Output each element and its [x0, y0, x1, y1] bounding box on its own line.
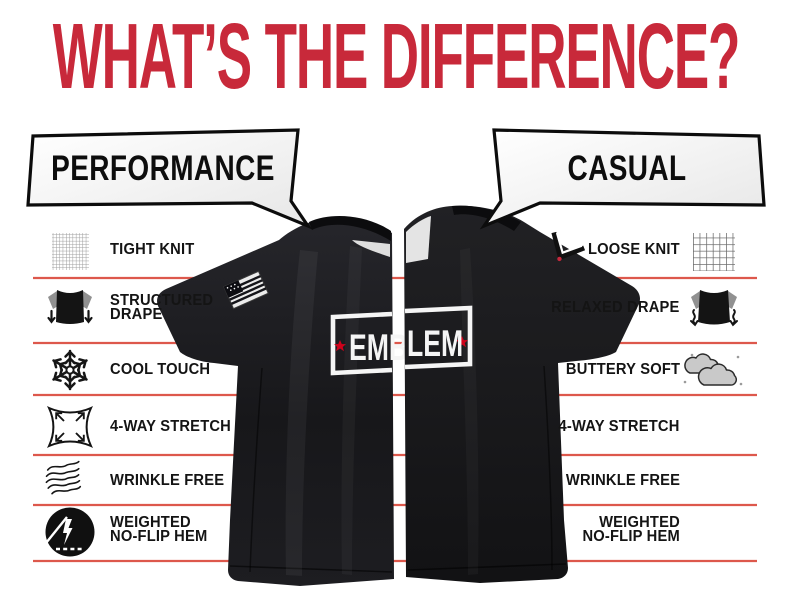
split-shirt-photo: EMB LEM: [157, 205, 640, 586]
casual-header: CASUAL: [567, 149, 687, 188]
relaxed-drape-shirt-icon: [690, 290, 738, 327]
logo-text-left: EMB: [349, 327, 408, 368]
emblem-logo-box-right: [404, 305, 473, 370]
performance-header: PERFORMANCE: [51, 149, 275, 188]
feature-label-loose-knit: LOOSE KNIT: [588, 240, 680, 258]
us-flag-patch: [223, 270, 269, 310]
feature-label-wrinkle-free-left: WRINKLE FREE: [110, 471, 225, 489]
logo-star-left: [334, 340, 346, 352]
logo-star-right: [456, 336, 468, 348]
snowflake-icon: [50, 349, 90, 391]
feature-label-relaxed-drape: RELAXED DRAPE: [551, 298, 680, 316]
feature-label-structured-drape: STRUCTURED DRAPE: [110, 291, 214, 323]
feature-label-wrinkle-free-right: WRINKLE FREE: [565, 471, 680, 489]
emblem-sleeve-patch: [551, 231, 586, 262]
speech-bubble-casual: [479, 128, 766, 230]
feature-label-tight-knit: TIGHT KNIT: [110, 240, 195, 258]
feature-label-cool-touch: COOL TOUCH: [110, 360, 211, 378]
speech-bubble-performance: [26, 128, 313, 230]
feature-label-buttery-soft: BUTTERY SOFT: [565, 360, 680, 378]
wrinkle-free-waves-icon: [45, 460, 82, 495]
feature-label-weighted-hem-right: WEIGHTED NO-FLIP HEM: [582, 513, 680, 545]
shirt-left-half: EMB: [157, 215, 408, 586]
logo-text-right: LEM: [407, 323, 463, 364]
feature-label-weighted-hem-left: WEIGHTED NO-FLIP HEM: [110, 513, 208, 545]
emblem-logo-box-left: [330, 311, 393, 376]
feature-label-4-way-stretch-right: 4-WAY STRETCH: [559, 417, 680, 435]
loose-knit-grid-icon: [693, 233, 735, 271]
page-title: WHAT’S THE DIFFERENCE?: [52, 4, 741, 108]
divider-lines: [33, 276, 757, 563]
shirt-right-half: LEM: [404, 205, 640, 584]
feature-label-4-way-stretch-left: 4-WAY STRETCH: [110, 417, 231, 435]
clouds-icon: [683, 353, 743, 386]
structured-drape-shirt-icon: [47, 290, 93, 324]
weighted-no-flip-hem-icon: [45, 507, 95, 557]
four-way-stretch-pillow-icon: [47, 406, 93, 448]
tight-knit-grid-icon: [52, 233, 89, 270]
